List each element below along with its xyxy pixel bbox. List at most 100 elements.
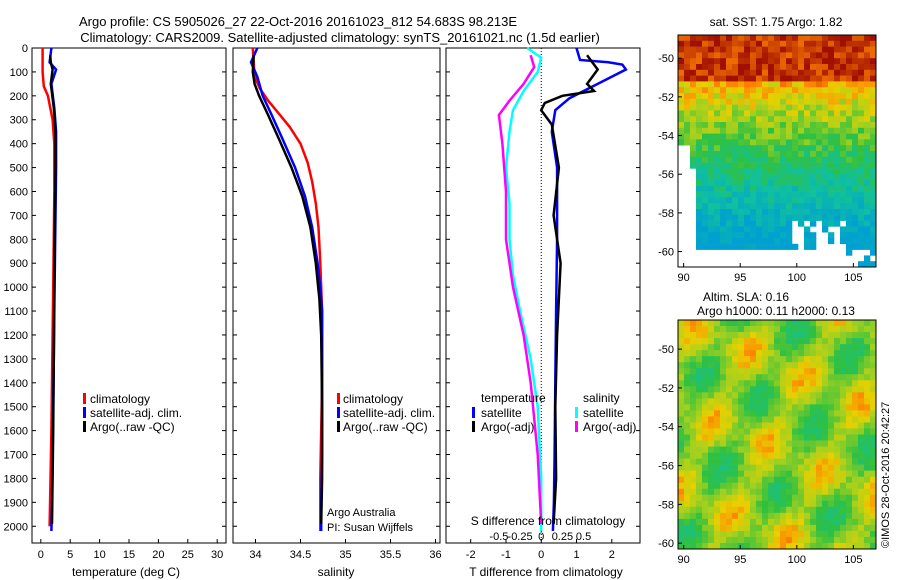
sla-cell xyxy=(864,344,871,351)
sla-cell xyxy=(732,422,739,429)
sla-cell xyxy=(726,482,733,490)
sst-cell xyxy=(792,191,799,198)
sst-cell xyxy=(744,162,751,169)
sla-cell xyxy=(708,488,715,496)
sst-cell xyxy=(780,133,787,140)
sla-cell xyxy=(726,506,733,514)
sst-cell xyxy=(834,40,841,47)
sla-cell xyxy=(684,392,691,399)
sla-cell xyxy=(762,386,769,393)
sst-cell xyxy=(780,116,787,123)
sst-cell xyxy=(822,226,829,233)
sst-map-panel: sat. SST: 1.75 Argo: 1.82 90 95 100 105-50-… xyxy=(658,15,877,284)
sla-cell xyxy=(702,458,709,465)
sla-cell xyxy=(696,326,703,333)
sla-cell xyxy=(714,326,721,333)
sst-cell xyxy=(768,133,775,140)
depth-tick-label: 500 xyxy=(10,163,28,175)
sst-cell xyxy=(786,232,793,239)
sla-cell xyxy=(798,446,805,453)
sla-cell xyxy=(840,488,847,496)
sla-cell xyxy=(846,332,853,339)
sla-cell xyxy=(750,506,757,514)
sst-cell xyxy=(828,209,835,216)
sla-cell xyxy=(852,542,859,550)
sst-cell xyxy=(840,58,847,65)
sla-cell xyxy=(816,536,823,544)
sla-cell xyxy=(762,488,769,496)
sst-cell xyxy=(834,104,841,111)
sla-cell xyxy=(828,398,835,405)
sla-cell xyxy=(846,356,853,363)
sla-cell xyxy=(714,422,721,429)
sla-cell xyxy=(798,518,805,526)
sst-cell xyxy=(798,52,805,59)
sst-cell xyxy=(786,46,793,53)
sla-cell xyxy=(696,488,703,496)
sla-cell xyxy=(684,398,691,405)
sla-cell xyxy=(804,524,811,532)
sla-cell xyxy=(756,476,763,484)
sla-cell xyxy=(822,506,829,514)
depth-tick-label: 700 xyxy=(10,210,28,222)
sst-cell xyxy=(768,214,775,221)
sst-cell xyxy=(822,81,829,88)
sst-cell xyxy=(774,98,781,105)
sla-cell xyxy=(684,506,691,514)
sla-cell xyxy=(816,464,823,471)
sla-cell xyxy=(852,482,859,490)
sla-cell xyxy=(870,386,877,393)
sla-cell xyxy=(708,422,715,429)
sla-cell xyxy=(822,344,829,351)
sst-cell xyxy=(780,156,787,163)
sst-cell xyxy=(798,110,805,117)
sla-cell xyxy=(678,512,685,520)
sst-cell xyxy=(780,220,787,227)
sla-cell xyxy=(786,500,793,508)
sla-cell xyxy=(852,470,859,477)
sst-cell xyxy=(744,116,751,123)
sla-cell xyxy=(792,332,799,339)
sla-cell xyxy=(810,524,817,532)
sla-cell xyxy=(846,500,853,508)
sst-cell xyxy=(798,191,805,198)
sla-cell xyxy=(732,350,739,357)
sla-cell xyxy=(684,338,691,345)
sla-cell xyxy=(846,380,853,387)
sst-cell xyxy=(852,168,859,175)
sst-cell xyxy=(822,139,829,146)
sst-cell xyxy=(780,145,787,152)
legend-label-temp-argo: Argo(-adj) xyxy=(481,420,534,434)
sst-cell xyxy=(828,214,835,221)
sst-cell xyxy=(732,191,739,198)
sla-cell xyxy=(768,386,775,393)
sst-cell xyxy=(744,58,751,65)
sla-cell xyxy=(708,356,715,363)
sst-cell xyxy=(750,93,757,100)
sst-cell xyxy=(744,238,751,245)
sla-cell xyxy=(684,452,691,459)
sla-cell xyxy=(702,542,709,550)
sla-cell xyxy=(720,404,727,411)
sst-cell xyxy=(864,162,871,169)
sla-cell xyxy=(852,536,859,544)
sla-cell xyxy=(828,434,835,441)
sla-cell xyxy=(708,326,715,333)
sla-cell xyxy=(846,470,853,477)
sla-cell xyxy=(744,434,751,441)
sla-cell xyxy=(858,470,865,477)
sst-cell xyxy=(756,69,763,76)
sst-cell xyxy=(816,209,823,216)
sla-cell xyxy=(744,452,751,459)
sla-cell xyxy=(702,518,709,526)
sst-cell xyxy=(870,261,877,268)
sla-cell xyxy=(786,542,793,550)
sst-cell xyxy=(762,35,769,42)
sst-cell xyxy=(702,127,709,134)
sst-cell xyxy=(738,122,745,129)
sst-cell xyxy=(702,98,709,105)
sst-cell xyxy=(822,122,829,129)
sla-cell xyxy=(780,536,787,544)
sst-cell xyxy=(684,58,691,65)
salinity-line xyxy=(249,47,324,531)
